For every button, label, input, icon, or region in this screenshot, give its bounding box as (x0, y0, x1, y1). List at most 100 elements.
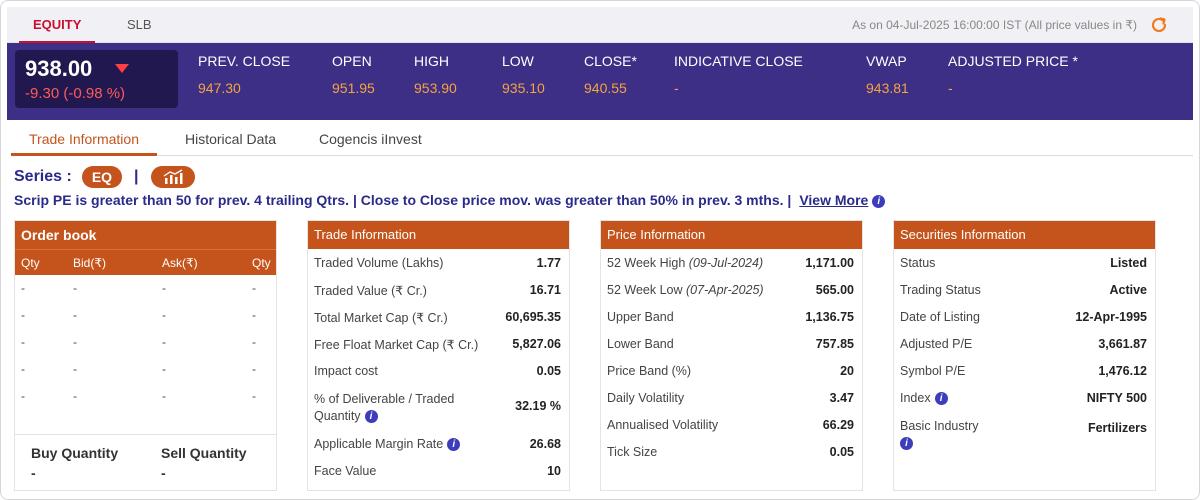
row-value: 0.05 (536, 364, 561, 378)
stat-vwap: VWAP 943.81 (866, 53, 909, 96)
row-value: 1.77 (536, 256, 561, 270)
info-row: Impact cost 0.05 (308, 357, 569, 384)
stat-open: OPEN 951.95 (332, 53, 375, 96)
bid-qty-cell: - (21, 335, 25, 349)
securities-information-card: Securities Information Status Listed Trad… (893, 220, 1156, 491)
sub-tab-bar: Trade Information Historical Data Cogenc… (11, 122, 1193, 156)
col-bid: Bid(₹) (73, 256, 106, 270)
bid-cell: - (73, 335, 77, 349)
row-value: 1,171.00 (805, 256, 854, 270)
row-value: 26.68 (529, 437, 561, 451)
stat-value: 940.55 (584, 80, 627, 96)
row-label: Tick Size (607, 445, 658, 459)
last-price-box: 938.00 -9.30 (-0.98 %) (15, 50, 178, 108)
last-traded-price: 938.00 (25, 56, 93, 81)
row-label: Traded Volume (Lakhs) (314, 256, 444, 270)
sell-quantity-label: Sell Quantity (161, 445, 247, 461)
series-row: Series : EQ | (14, 164, 195, 190)
stat-adjusted-price: ADJUSTED PRICE * - (948, 53, 1078, 96)
info-row: Annualised Volatility 66.29 (601, 411, 862, 438)
row-value: 60,695.35 (505, 310, 561, 324)
info-icon[interactable]: i (872, 194, 886, 208)
sell-quantity-value: - (161, 465, 166, 481)
stat-label: INDICATIVE CLOSE (674, 53, 803, 69)
stat-value: - (948, 80, 953, 96)
order-book-title: Order book (15, 221, 276, 249)
price-information-title: Price Information (601, 221, 862, 249)
stat-prev-close: PREV. CLOSE 947.30 (198, 53, 290, 96)
stat-label: OPEN (332, 53, 372, 69)
tab-cogencis-iinvest[interactable]: Cogencis iInvest (319, 131, 422, 147)
info-row: Daily Volatility 3.47 (601, 384, 862, 411)
row-label-line2: Quantity (314, 409, 361, 423)
segment-tab-bar: EQUITY SLB As on 04-Jul-2025 16:00:00 IS… (7, 7, 1193, 43)
row-value: Active (1109, 283, 1147, 297)
bid-cell: - (73, 362, 77, 376)
row-value: 565.00 (815, 283, 854, 297)
refresh-icon[interactable] (1149, 15, 1169, 35)
info-row: Date of Listing 12-Apr-1995 (894, 303, 1155, 330)
order-book-row: - - - - (15, 383, 276, 410)
stat-value: 947.30 (198, 80, 241, 96)
stat-label: VWAP (866, 53, 907, 69)
info-row: Basic Industry i Fertilizers (894, 411, 1155, 457)
info-row: Traded Value (₹ Cr.) 16.71 (308, 276, 569, 303)
row-value: Fertilizers (1087, 421, 1147, 435)
notice-text: Scrip PE is greater than 50 for prev. 4 … (14, 192, 792, 208)
order-book-card: Order book Qty Bid(₹) Ask(₹) Qty - - - -… (14, 220, 277, 491)
buy-quantity-label: Buy Quantity (31, 445, 119, 461)
ask-cell: - (162, 281, 166, 295)
info-icon[interactable]: i (900, 437, 913, 451)
tab-historical-data[interactable]: Historical Data (185, 131, 277, 147)
row-value: 20 (840, 364, 854, 378)
ask-cell: - (162, 308, 166, 322)
info-icon[interactable]: i (447, 438, 461, 452)
price-information-card: Price Information 52 Week High (09-Jul-2… (600, 220, 863, 491)
as-on-timestamp: As on 04-Jul-2025 16:00:00 IST (All pric… (852, 18, 1137, 32)
stat-label: HIGH (414, 53, 449, 69)
info-row: Traded Volume (Lakhs) 1.77 (308, 249, 569, 276)
order-book-header: Qty Bid(₹) Ask(₹) Qty (15, 249, 276, 275)
tab-trade-information[interactable]: Trade Information (11, 122, 157, 156)
row-value: 66.29 (822, 418, 854, 432)
row-date: (09-Jul-2024) (688, 256, 764, 270)
stat-indicative-close: INDICATIVE CLOSE - (674, 53, 803, 96)
stat-label: ADJUSTED PRICE * (948, 53, 1078, 69)
info-row: Upper Band 1,136.75 (601, 303, 862, 330)
row-value: 10 (547, 464, 561, 478)
info-row: Free Float Market Cap (₹ Cr.) 5,827.06 (308, 330, 569, 357)
bar-chart-icon (163, 169, 183, 184)
series-eq-badge[interactable]: EQ (81, 166, 123, 188)
ask-qty-cell: - (252, 308, 256, 322)
stat-value: 943.81 (866, 80, 909, 96)
info-icon[interactable]: i (934, 392, 948, 406)
row-value: NIFTY 500 (1086, 391, 1147, 405)
info-row: Applicable Margin Rate i 26.68 (308, 430, 569, 457)
info-icon[interactable]: i (364, 410, 378, 424)
row-label: Annualised Volatility (607, 418, 719, 432)
stat-label: LOW (502, 53, 534, 69)
securities-information-title: Securities Information (894, 221, 1155, 249)
row-label-text: Basic Industry (900, 419, 979, 433)
buy-quantity-value: - (31, 465, 36, 481)
stat-value: 953.90 (414, 80, 457, 96)
info-row: 52 Week Low (07-Apr-2025) 565.00 (601, 276, 862, 303)
stat-value: - (674, 80, 679, 96)
row-label: Total Market Cap (₹ Cr.) (314, 311, 448, 325)
row-value: Listed (1110, 256, 1147, 270)
view-more-link[interactable]: View More (799, 192, 869, 208)
ask-qty-cell: - (252, 335, 256, 349)
chart-button[interactable] (150, 166, 195, 188)
row-value: 12-Apr-1995 (1075, 310, 1147, 324)
pe-notice: Scrip PE is greater than 50 for prev. 4 … (14, 192, 886, 208)
ask-cell: - (162, 389, 166, 403)
bid-qty-cell: - (21, 389, 25, 403)
row-label: Index i (900, 391, 948, 406)
tab-slb[interactable]: SLB (127, 17, 152, 32)
row-value: 1,136.75 (805, 310, 854, 324)
tab-equity[interactable]: EQUITY (19, 7, 96, 43)
row-label: Applicable Margin Rate i (314, 437, 461, 452)
bid-qty-cell: - (21, 281, 25, 295)
row-value: 3.47 (829, 391, 854, 405)
